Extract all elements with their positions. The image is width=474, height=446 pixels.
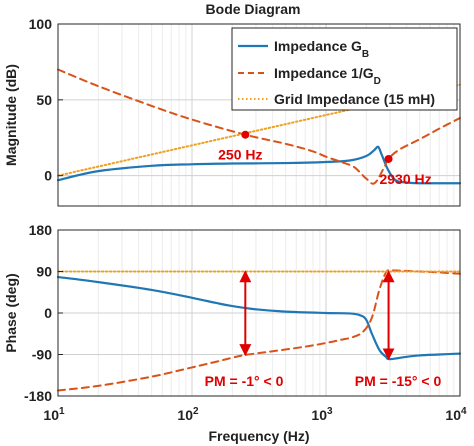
phase-annotations: PM = -1° < 0 PM = -15° < 0 <box>205 270 442 389</box>
phase-y-label: Phase (deg) <box>3 273 19 352</box>
y-tick-label: 180 <box>29 222 53 238</box>
phase-y-ticks: -180 -90 0 90 180 <box>24 222 63 404</box>
figure-title: Bode Diagram <box>206 1 301 17</box>
series-line-0 <box>56 275 462 361</box>
y-tick-label: 0 <box>44 305 52 321</box>
x-tick-label: 101 <box>43 406 65 423</box>
y-tick-label: -180 <box>24 388 52 404</box>
y-tick-label: -90 <box>32 347 52 363</box>
y-tick-label: 0 <box>44 168 52 184</box>
crossover-marker <box>384 154 393 163</box>
series-line-1 <box>57 269 461 392</box>
x-tick-label: 104 <box>445 406 467 423</box>
magnitude-grid <box>57 23 460 206</box>
x-tick-label: 103 <box>311 406 333 423</box>
phase-margin-label: PM = -15° < 0 <box>355 373 442 389</box>
crossover-label: 250 Hz <box>218 147 262 163</box>
legend: Impedance GB Impedance 1/GD Grid Impedan… <box>231 27 458 111</box>
magnitude-axes-box <box>57 23 461 207</box>
y-tick-label: 100 <box>29 16 53 32</box>
legend-label-grid-impedance: Grid Impedance (15 mH) <box>274 91 435 107</box>
phase-series <box>56 269 462 392</box>
x-axis-label: Frequency (Hz) <box>208 428 309 444</box>
magnitude-y-label: Magnitude (dB) <box>3 64 19 166</box>
phase-panel: PM = -1° < 0 PM = -15° < 0 -180-90090180 … <box>3 222 462 404</box>
magnitude-y-ticks: 0 50 100 <box>29 16 63 184</box>
phase-margin-label: PM = -1° < 0 <box>205 373 284 389</box>
magnitude-panel: 250 Hz 2930 Hz 0 50 100 Magnitude (dB) Impe… <box>3 16 462 207</box>
crossover-label: 2930 Hz <box>379 171 431 187</box>
magnitude-annotations: 250 Hz 2930 Hz <box>218 130 432 187</box>
y-tick-label: 50 <box>36 92 52 108</box>
x-tick-labels: 101 102 103 104 <box>43 406 467 423</box>
x-tick-label: 102 <box>177 406 199 423</box>
series-line-0 <box>56 145 462 185</box>
y-tick-label: 90 <box>36 264 52 280</box>
crossover-marker <box>241 130 250 139</box>
series-line-1 <box>57 68 461 185</box>
